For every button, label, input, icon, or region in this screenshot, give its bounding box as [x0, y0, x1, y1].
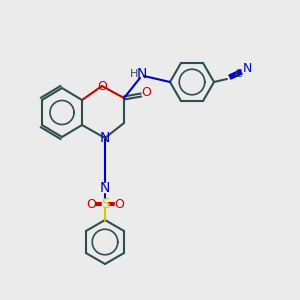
Text: O: O: [86, 197, 96, 211]
Text: N: N: [137, 67, 147, 81]
Text: O: O: [141, 86, 151, 100]
Text: N: N: [100, 181, 110, 195]
Text: O: O: [97, 80, 107, 92]
Text: N: N: [242, 61, 252, 74]
Text: H: H: [130, 69, 138, 79]
Text: C: C: [234, 69, 242, 79]
Text: S: S: [100, 197, 109, 211]
Text: N: N: [100, 131, 110, 145]
Text: O: O: [114, 197, 124, 211]
